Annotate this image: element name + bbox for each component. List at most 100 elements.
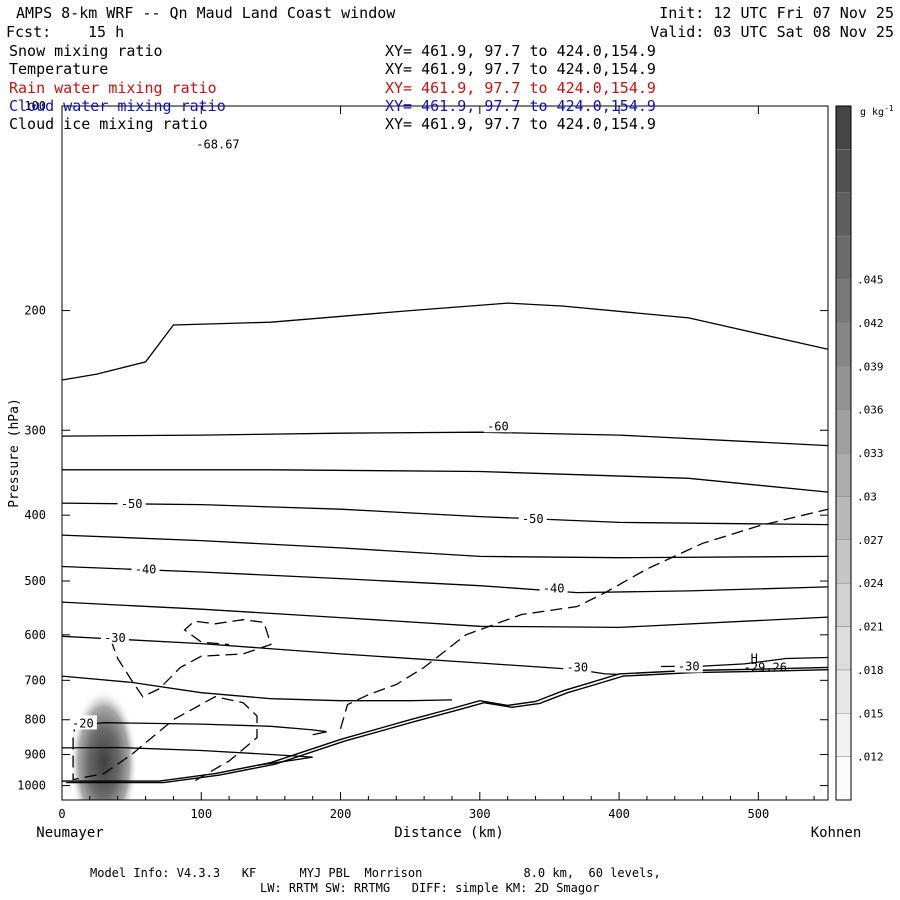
- contour-label-bg: [117, 495, 146, 510]
- contour-label-bg: [518, 510, 547, 525]
- terrain-line: [62, 666, 828, 784]
- contour-label-bg: [100, 629, 129, 644]
- temperature-contour: [62, 302, 828, 381]
- colorbar: .012 .015 .018 .021 .024 .027 .03 .033 .036 .039.…: [835, 105, 884, 801]
- colorbar-swatch: [835, 539, 852, 584]
- model-info-line2: LW: RRTM SW: RRTMG DIFF: simple KM: 2D S…: [260, 881, 600, 895]
- field-xy: XY= 461.9, 97.7 to 424.0,154.9: [385, 60, 656, 79]
- contour-label: -60: [487, 419, 509, 433]
- colorbar-tick-label: .03: [857, 490, 877, 503]
- plot-frame: [61, 105, 829, 801]
- colorbar-tick-label: .033: [857, 447, 884, 460]
- contour-label-bg: [131, 561, 160, 576]
- contour-label-bg: [539, 580, 568, 595]
- forecast-label: Fcst:: [6, 23, 52, 41]
- colorbar-swatch: [835, 235, 852, 280]
- x-tick-label: 400: [608, 807, 630, 821]
- colorbar-tick-label: .036: [857, 404, 884, 417]
- colorbar-tick-label: .024: [857, 577, 884, 590]
- annotation: -68.67: [196, 138, 239, 152]
- contour-label-bg: [483, 418, 512, 433]
- y-tick-label: 400: [24, 508, 46, 522]
- field-name: Cloud water mixing ratio: [9, 96, 226, 115]
- y-tick-label: 500: [24, 574, 46, 588]
- colorbar-tick-label: .039: [857, 360, 884, 373]
- snow-mixing-ratio-shading: [69, 688, 138, 800]
- terrain-outline-inner: [66, 669, 828, 784]
- colorbar-tick-label: .015: [857, 707, 884, 720]
- colorbar-swatch: [835, 496, 852, 540]
- colorbar-unit: g kg-1: [860, 104, 894, 118]
- temperature-contour: [62, 675, 453, 702]
- cloud-ice-contour: [339, 508, 828, 729]
- colorbar-swatch: [835, 409, 852, 454]
- colorbar-tick-label: .027: [857, 534, 884, 547]
- x-tick-label: 500: [748, 807, 770, 821]
- field-xy: XY= 461.9, 97.7 to 424.0,154.9: [385, 78, 656, 97]
- colorbar-tick-label: .018: [857, 664, 884, 677]
- cloud-ice-contours: [72, 508, 828, 782]
- temperature-contour: [62, 601, 828, 629]
- contour-label: -20: [72, 716, 94, 730]
- model-info-line1: Model Info: V4.3.3 KF MYJ PBL Morrison 8…: [90, 866, 661, 880]
- colorbar-tick-label: .021: [857, 621, 884, 634]
- contour-label: -50: [522, 512, 544, 526]
- y-tick-label: 800: [24, 713, 46, 727]
- temperature-contour: [62, 746, 313, 767]
- field-name: Temperature: [9, 60, 109, 79]
- colorbar-swatch: [835, 713, 852, 757]
- y-tick-label: 600: [24, 628, 46, 642]
- temperature-contour: [62, 431, 828, 447]
- colorbar-swatch: [835, 756, 852, 801]
- y-tick-label: 900: [24, 748, 46, 762]
- colorbar-swatch: [835, 149, 852, 193]
- colorbar-tick-label: .045: [857, 274, 884, 287]
- colorbar-swatch: [835, 105, 852, 150]
- x-end-label: Kohnen: [811, 825, 862, 841]
- contour-label: -50: [121, 497, 143, 511]
- init-time: Init: 12 UTC Fri 07 Nov 25: [659, 4, 894, 22]
- field-name: Cloud ice mixing ratio: [9, 115, 208, 134]
- contour-label-bg: [563, 659, 592, 674]
- y-tick-label: 200: [24, 304, 46, 318]
- colorbar-swatch: [835, 669, 852, 714]
- colorbar-tick-label: .012: [857, 751, 884, 764]
- y-tick-label: 1000: [17, 779, 46, 793]
- x-start-label: Neumayer: [36, 825, 103, 841]
- contour-label-bg: [674, 658, 703, 673]
- snow-maximum: [69, 688, 138, 800]
- contour-label: -30: [104, 631, 126, 645]
- colorbar-swatch: [835, 192, 852, 237]
- temperature-contour: [62, 635, 620, 676]
- contour-label: -40: [135, 563, 157, 577]
- temperature-contour: [73, 722, 327, 736]
- terrain-outline: [62, 666, 828, 782]
- chart-title: AMPS 8-km WRF -- Qn Maud Land Coast wind…: [16, 4, 396, 22]
- field-xy: XY= 461.9, 97.7 to 424.0,154.9: [385, 96, 656, 115]
- y-tick-label: 100: [24, 99, 46, 113]
- y-axis: 100 200 300 400 500 600 700 800 900 1000: [17, 99, 828, 793]
- temperature-contour: [62, 502, 828, 526]
- x-tick-label: 200: [330, 807, 352, 821]
- colorbar-tick-label: .042: [857, 317, 884, 330]
- contour-label-bg: [68, 715, 97, 730]
- contour-label: -40: [543, 582, 565, 596]
- x-axis-label: Distance (km): [394, 825, 504, 841]
- colorbar-frame: [835, 105, 852, 801]
- field-xy: XY= 461.9, 97.7 to 424.0,154.9: [385, 42, 656, 60]
- x-tick-label: 100: [190, 807, 212, 821]
- contour-label: -30: [678, 660, 700, 674]
- colorbar-swatch: [835, 582, 852, 627]
- field-name: Snow mixing ratio: [9, 42, 163, 60]
- x-tick-label: 0: [58, 807, 65, 821]
- colorbar-swatch: [835, 452, 852, 497]
- annotation: H: [751, 651, 758, 665]
- temperature-contour: [62, 565, 828, 594]
- annotation: -29.26: [744, 660, 787, 674]
- y-axis-label: Pressure (hPa): [7, 398, 22, 508]
- valid-time: Valid: 03 UTC Sat 08 Nov 25: [650, 23, 894, 41]
- contour-label: -30: [566, 660, 588, 674]
- field-name: Rain water mixing ratio: [9, 78, 217, 97]
- field-xy: XY= 461.9, 97.7 to 424.0,154.9: [385, 115, 656, 134]
